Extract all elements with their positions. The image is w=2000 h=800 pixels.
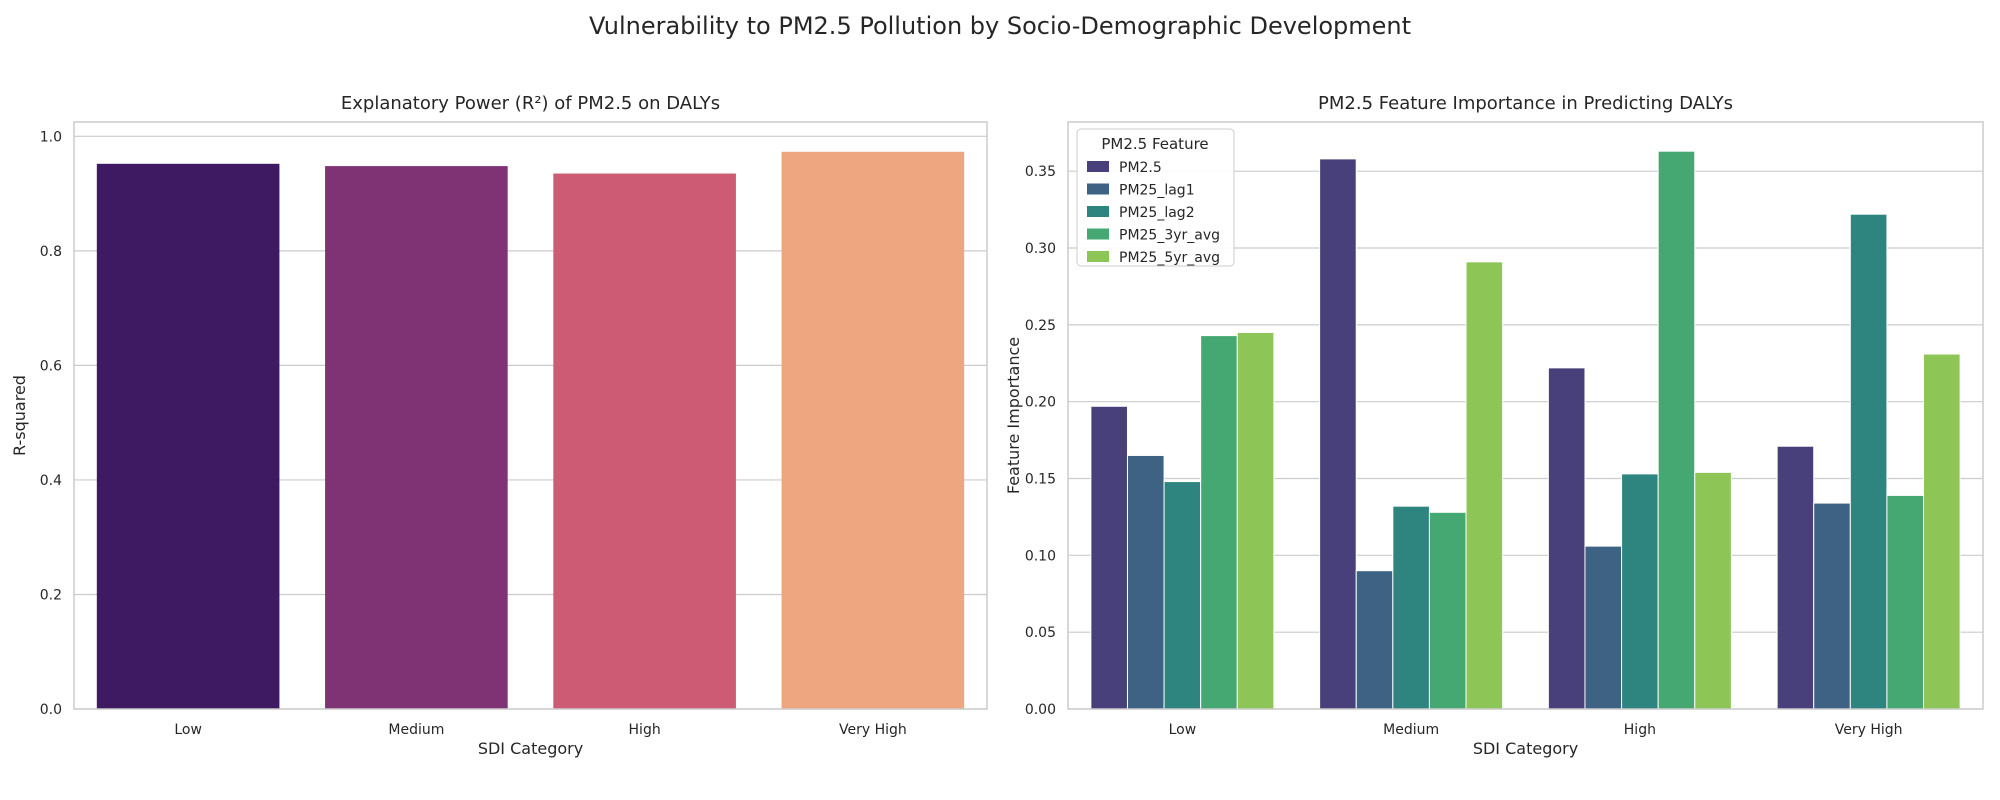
bar-pm25-lag2 xyxy=(1392,505,1430,710)
x-tick-label: Medium xyxy=(388,722,444,738)
bar-pm25-lag2 xyxy=(1849,213,1888,710)
legend-swatch xyxy=(1087,206,1109,217)
y-tick-label: 0.15 xyxy=(1025,472,1056,488)
legend-label: PM25_5yr_avg xyxy=(1119,250,1220,266)
panel-title: PM2.5 Feature Importance in Predicting D… xyxy=(1318,93,1733,114)
bar-pm25-lag1 xyxy=(1584,545,1623,710)
bar-pm25-lag1 xyxy=(1126,454,1165,710)
panel-title: Explanatory Power (R²) of PM2.5 on DALYs xyxy=(341,93,720,114)
y-tick-label: 0.00 xyxy=(1025,702,1056,718)
figure-title: Vulnerability to PM2.5 Pollution by Soci… xyxy=(589,12,1411,40)
x-tick-label: Low xyxy=(174,722,202,738)
bar-pm25-5yr-avg xyxy=(1694,471,1732,710)
y-tick-label: 0.20 xyxy=(1025,395,1056,411)
bar-pm25-5yr-avg xyxy=(1923,353,1961,710)
legend-swatch xyxy=(1087,183,1109,195)
bar-medium xyxy=(325,166,508,710)
legend-label: PM2.5 xyxy=(1119,160,1162,176)
y-axis-label: Feature Importance xyxy=(1004,337,1023,494)
r-squared-panel: 0.0 0.2 0.4 0.6 0.8 1.0 Low Medium High Very High… xyxy=(10,93,988,758)
bar-pm25-3yr-avg xyxy=(1886,494,1925,710)
axes-frame xyxy=(1067,121,1984,710)
y-tick-label: 1.0 xyxy=(40,129,62,145)
axes-frame xyxy=(73,121,988,710)
y-tick-label: 0.6 xyxy=(40,358,62,374)
y-tick-label: 0.8 xyxy=(40,244,62,260)
bar-pm25-3yr-avg xyxy=(1657,150,1696,710)
x-tick-label: Medium xyxy=(1383,722,1439,738)
bar-pm2-5 xyxy=(1776,445,1815,710)
x-tick-label: Very High xyxy=(1835,722,1903,738)
y-tick-label: 0.4 xyxy=(40,473,62,489)
legend-box xyxy=(1076,128,1235,267)
x-tick-label: Low xyxy=(1169,722,1197,738)
x-tick-label: High xyxy=(1624,722,1656,738)
legend-label: PM25_lag1 xyxy=(1119,183,1195,199)
legend-swatch xyxy=(1087,228,1109,240)
y-tick-label: 0.2 xyxy=(40,587,62,603)
bar-pm25-lag1 xyxy=(1355,570,1394,710)
legend-label: PM25_lag2 xyxy=(1119,205,1195,221)
bar-pm25-5yr-avg xyxy=(1465,261,1504,710)
x-axis-label: SDI Category xyxy=(1473,739,1578,758)
legend-title: PM2.5 Feature xyxy=(1101,135,1208,153)
y-tick-label: 0.30 xyxy=(1025,241,1056,257)
y-tick-label: 0.05 xyxy=(1025,625,1056,641)
legend-swatch xyxy=(1087,161,1109,172)
bar-very-high xyxy=(781,151,965,709)
bar-high xyxy=(553,173,736,710)
bar-pm2-5 xyxy=(1319,158,1357,710)
bar-pm2-5 xyxy=(1547,367,1586,710)
bar-low xyxy=(96,163,280,709)
legend: PM2.5 Feature PM2.5 PM25_lag1 PM25_lag2 PM25… xyxy=(1076,128,1235,267)
bar-pm2-5 xyxy=(1090,405,1128,710)
legend-swatch xyxy=(1087,251,1109,262)
legend-label: PM25_3yr_avg xyxy=(1119,228,1220,244)
bar-pm25-lag2 xyxy=(1163,481,1202,710)
y-tick-label: 0.10 xyxy=(1025,548,1056,564)
y-tick-label: 0.25 xyxy=(1025,318,1056,334)
y-tick-label: 0.35 xyxy=(1025,164,1056,180)
bar-pm25-lag2 xyxy=(1621,473,1659,710)
bar-pm25-5yr-avg xyxy=(1236,332,1275,710)
bar-pm25-lag1 xyxy=(1813,502,1851,710)
x-tick-label: Very High xyxy=(839,722,907,738)
y-axis-label: R-squared xyxy=(10,375,29,456)
bar-pm25-3yr-avg xyxy=(1428,511,1467,710)
feature-importance-panel: 0.00 0.05 0.10 0.15 0.20 0.25 0.30 0.35 Low Mediu… xyxy=(1004,93,1984,758)
y-tick-label: 0.0 xyxy=(40,702,62,718)
x-tick-label: High xyxy=(629,722,661,738)
x-axis-label: SDI Category xyxy=(478,739,583,758)
bar-pm25-3yr-avg xyxy=(1200,335,1238,710)
